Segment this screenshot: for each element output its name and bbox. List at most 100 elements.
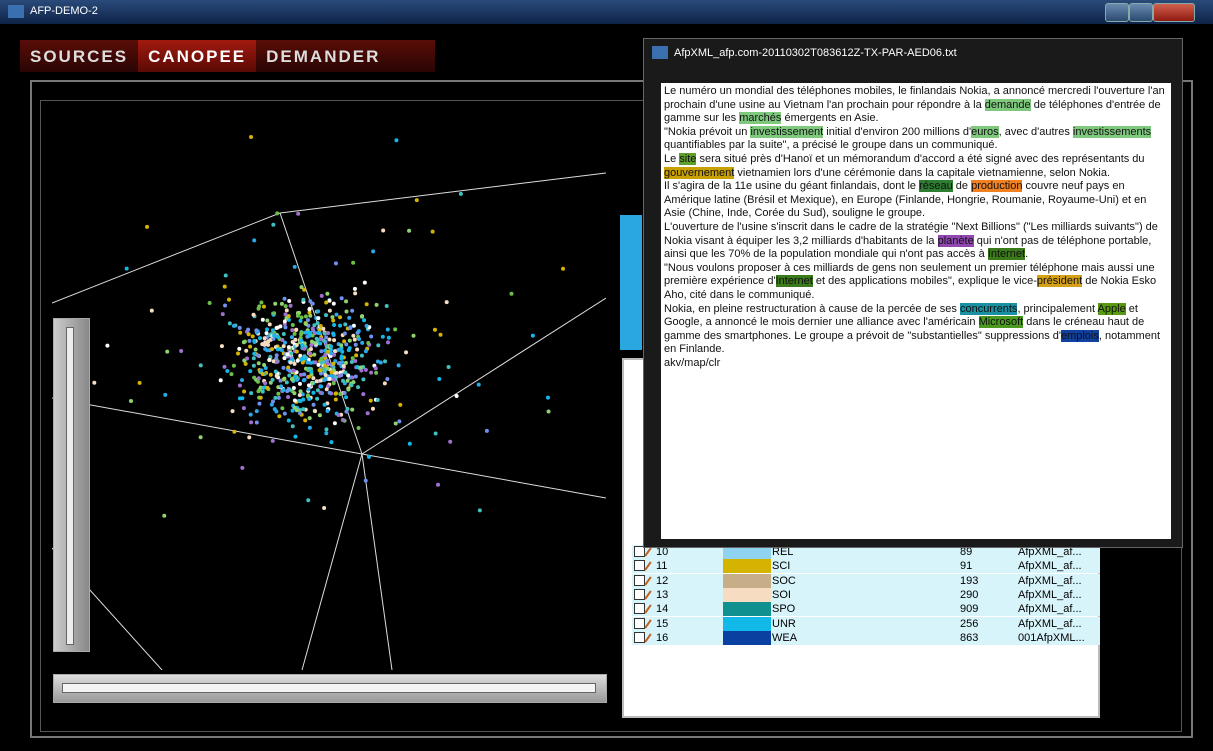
scatter-dot (330, 374, 335, 379)
edit-icon[interactable] (644, 604, 652, 614)
row-count: 89 (960, 546, 973, 558)
scatter-dot (283, 340, 288, 345)
highlighted-term: réseau (919, 180, 953, 193)
scatter-dot (281, 331, 286, 336)
paragraph: Le site sera situé près d'Hanoï et un mé… (664, 152, 1168, 180)
scatter-dot (323, 368, 328, 373)
text-run: de Nokia Esko Aho, cité dans le communiq… (664, 275, 1157, 301)
scatter-dot (344, 309, 349, 314)
vertical-slider[interactable] (53, 318, 90, 652)
scatter-dot (311, 402, 316, 407)
scatter-dot (344, 299, 349, 304)
scatter-dot (353, 358, 358, 363)
scatter-dot (237, 383, 242, 388)
scatter-dot (219, 344, 224, 349)
scatter-dot (414, 198, 419, 203)
text-run: "Nokia prévoit un (664, 125, 751, 138)
document-title: AfpXML_afp.com-20110302T083612Z-TX-PAR-A… (674, 47, 957, 59)
edit-icon[interactable] (644, 575, 652, 586)
text-run: , notamment en Finlande. (664, 329, 1161, 356)
scatter-dot (260, 389, 265, 394)
scatter-dot (333, 261, 338, 266)
scatter-dot (347, 346, 352, 351)
scatter-dot (259, 368, 264, 373)
scatter-dot (145, 224, 150, 229)
close-button[interactable] (1153, 3, 1195, 22)
scatter-dot (325, 291, 330, 296)
horizontal-slider[interactable] (53, 674, 607, 703)
scatter-dot (368, 398, 373, 403)
scatter-dot (324, 335, 329, 340)
side-panel (620, 215, 642, 350)
tab[interactable]: CANOPEE (138, 40, 257, 72)
scatter-dot (251, 363, 256, 368)
paragraph: Nokia, en pleine restructuration à cause… (664, 302, 1168, 357)
scatter-dot (270, 438, 275, 443)
scatter-dot (238, 330, 243, 335)
scatter-dot (250, 334, 255, 339)
row-label: SOC (772, 574, 796, 587)
edit-icon[interactable] (644, 547, 652, 557)
row-label: WEA (772, 631, 798, 644)
checkbox[interactable] (634, 574, 645, 586)
scatter-dot (299, 357, 304, 362)
scatter-dot (454, 393, 459, 398)
checkbox[interactable] (634, 603, 645, 615)
scatter-dot (254, 409, 259, 414)
scatter-dot (315, 321, 320, 326)
scatter-dot (303, 418, 308, 423)
scatter-dot (311, 390, 316, 395)
scatter-dot (358, 365, 363, 370)
scatter-dot (433, 431, 438, 436)
scatter-dot (396, 363, 401, 368)
edit-icon[interactable] (644, 633, 652, 643)
scatter-dot (256, 376, 261, 381)
scatter-dot (333, 391, 338, 396)
scatter-dot (278, 324, 283, 329)
scatter-dot (271, 222, 276, 227)
scatter-dot (458, 191, 463, 196)
tab[interactable]: SOURCES (30, 47, 129, 66)
scatter-dot (341, 363, 346, 368)
scatter-dot (299, 338, 304, 343)
scatter-dot (198, 363, 203, 368)
scatter-dot (248, 369, 253, 374)
scatter-dot (223, 303, 228, 308)
scatter-dot (325, 361, 330, 366)
row-source: AfpXML_af... (1018, 603, 1082, 616)
text-run: , principalement (1017, 302, 1098, 315)
scatter-dot (273, 301, 278, 306)
scatter-dot (342, 331, 347, 336)
text-run: couvre neuf pays en Amérique latine (Bré… (664, 180, 1147, 220)
scatter-dot (350, 356, 355, 361)
scatter-dot (312, 323, 317, 328)
scatter-dot (273, 395, 278, 400)
checkbox[interactable] (634, 588, 645, 600)
scatter-dot (303, 314, 308, 319)
edit-icon[interactable] (644, 590, 652, 600)
scatter-dot (246, 327, 251, 332)
scatter-dot (383, 359, 388, 364)
checkbox[interactable] (634, 560, 645, 572)
row-id: 16 (656, 631, 669, 644)
scatter-dot (267, 322, 272, 327)
app-icon (8, 5, 24, 18)
scatter-dot (283, 304, 288, 309)
scatter-dot (324, 358, 329, 363)
checkbox[interactable] (634, 546, 645, 557)
maximize-button[interactable] (1129, 3, 1153, 22)
scatter-dot (232, 429, 237, 434)
minimize-button[interactable] (1105, 3, 1129, 22)
tab[interactable]: DEMANDER (266, 47, 381, 66)
paragraph: L'ouverture de l'usine s'inscrit dans le… (664, 221, 1168, 262)
scatter-dot (254, 420, 259, 425)
scatter-dot (290, 408, 295, 413)
row-source: AfpXML_af... (1018, 560, 1082, 573)
scatter-dot (476, 382, 481, 387)
edit-icon[interactable] (644, 561, 652, 571)
checkbox[interactable] (634, 631, 645, 643)
scatter-dot (265, 385, 270, 390)
checkbox[interactable] (634, 617, 645, 629)
scatter-dot (223, 273, 228, 278)
edit-icon[interactable] (644, 618, 652, 629)
